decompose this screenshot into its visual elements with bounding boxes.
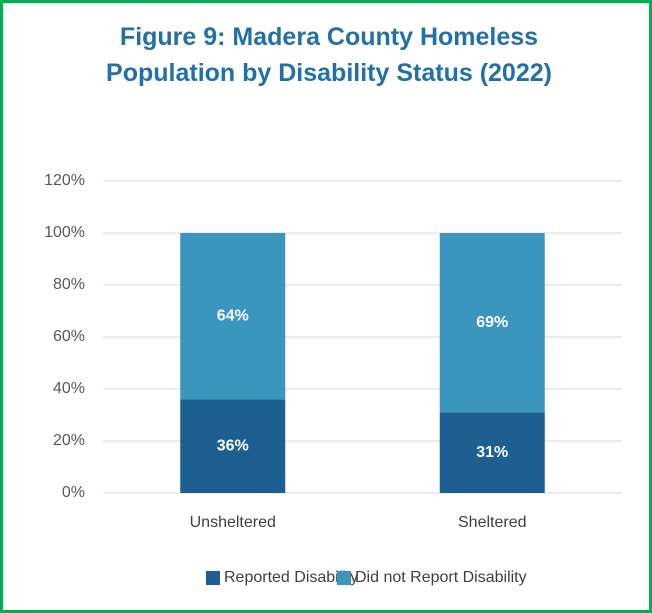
bar-segment — [439, 233, 545, 413]
value-label: 36% — [217, 437, 249, 454]
bar-segment — [439, 412, 545, 493]
x-tick-label: Unsheltered — [190, 514, 276, 531]
legend-swatch — [206, 571, 220, 585]
y-tick-label: 40% — [53, 380, 85, 397]
y-tick-label: 60% — [53, 328, 85, 345]
y-tick-label: 80% — [53, 276, 85, 293]
value-label: 69% — [476, 314, 508, 331]
value-label: 64% — [217, 307, 249, 324]
legend-label: Reported Disability — [224, 569, 358, 586]
y-tick-label: 20% — [53, 432, 85, 449]
legend-swatch — [337, 571, 351, 585]
value-label: 31% — [476, 444, 508, 461]
y-tick-label: 100% — [44, 224, 85, 241]
x-tick-label: Sheltered — [458, 514, 527, 531]
chart-title: Figure 9: Madera County Homeless Populat… — [106, 23, 552, 87]
y-tick-label: 0% — [62, 484, 85, 501]
y-tick-label: 120% — [44, 172, 85, 189]
bar-segment — [180, 233, 286, 400]
legend-label: Did not Report Disability — [355, 569, 527, 586]
bar-segment — [180, 399, 286, 493]
